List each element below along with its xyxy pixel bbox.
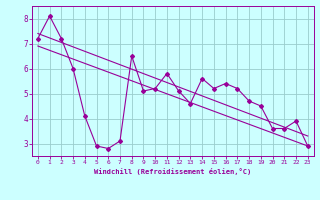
X-axis label: Windchill (Refroidissement éolien,°C): Windchill (Refroidissement éolien,°C): [94, 168, 252, 175]
